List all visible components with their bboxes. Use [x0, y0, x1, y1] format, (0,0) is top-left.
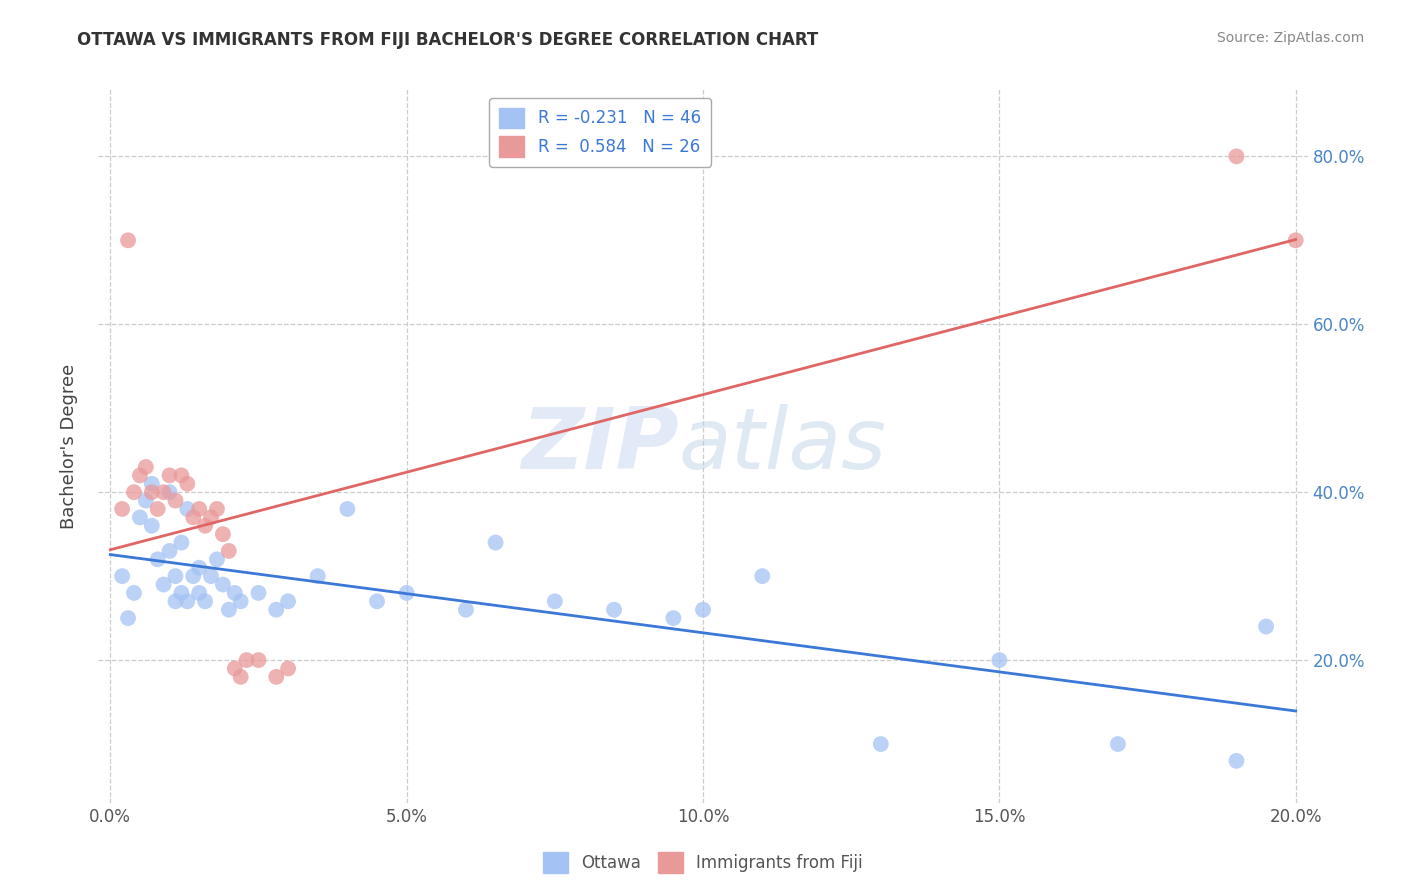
Point	[205, 502, 228, 516]
Legend: R = -0.231   N = 46, R =  0.584   N = 26: R = -0.231 N = 46, R = 0.584 N = 26	[489, 97, 711, 167]
Point	[122, 485, 145, 500]
Point	[1107, 737, 1129, 751]
Point	[176, 476, 198, 491]
Point	[662, 611, 685, 625]
Legend: Ottawa, Immigrants from Fiji: Ottawa, Immigrants from Fiji	[537, 846, 869, 880]
Point	[247, 653, 270, 667]
Point	[366, 594, 388, 608]
Point	[181, 569, 204, 583]
Point	[165, 569, 187, 583]
Point	[129, 468, 152, 483]
Point	[603, 603, 626, 617]
Point	[692, 603, 714, 617]
Point	[188, 560, 211, 574]
Point	[117, 611, 139, 625]
Point	[170, 468, 193, 483]
Point	[176, 502, 198, 516]
Point	[200, 510, 222, 524]
Point	[152, 485, 174, 500]
Point	[395, 586, 418, 600]
Point	[235, 653, 257, 667]
Point	[135, 493, 157, 508]
Point	[170, 586, 193, 600]
Point	[117, 233, 139, 247]
Point	[264, 670, 287, 684]
Point	[247, 586, 270, 600]
Point	[1225, 754, 1247, 768]
Point	[176, 594, 198, 608]
Point	[229, 670, 252, 684]
Point	[194, 594, 217, 608]
Point	[224, 661, 246, 675]
Point	[1225, 149, 1247, 163]
Point	[165, 594, 187, 608]
Text: Source: ZipAtlas.com: Source: ZipAtlas.com	[1216, 31, 1364, 45]
Point	[751, 569, 773, 583]
Point	[141, 476, 163, 491]
Text: ZIP: ZIP	[522, 404, 679, 488]
Point	[141, 485, 163, 500]
Point	[212, 527, 235, 541]
Point	[277, 594, 299, 608]
Point	[170, 535, 193, 549]
Point	[188, 502, 211, 516]
Point	[307, 569, 329, 583]
Text: OTTAWA VS IMMIGRANTS FROM FIJI BACHELOR'S DEGREE CORRELATION CHART: OTTAWA VS IMMIGRANTS FROM FIJI BACHELOR'…	[77, 31, 818, 49]
Point	[111, 502, 134, 516]
Point	[1285, 233, 1308, 247]
Point	[159, 468, 181, 483]
Point	[484, 535, 506, 549]
Point	[129, 510, 152, 524]
Point	[869, 737, 891, 751]
Point	[135, 460, 157, 475]
Point	[159, 485, 181, 500]
Point	[229, 594, 252, 608]
Point	[159, 544, 181, 558]
Point	[277, 661, 299, 675]
Point	[544, 594, 567, 608]
Point	[111, 569, 134, 583]
Point	[146, 552, 169, 566]
Point	[336, 502, 359, 516]
Point	[205, 552, 228, 566]
Point	[1254, 619, 1277, 633]
Point	[141, 518, 163, 533]
Point	[224, 586, 246, 600]
Point	[264, 603, 287, 617]
Text: atlas: atlas	[679, 404, 887, 488]
Point	[218, 544, 240, 558]
Point	[181, 510, 204, 524]
Point	[165, 493, 187, 508]
Point	[152, 577, 174, 591]
Y-axis label: Bachelor's Degree: Bachelor's Degree	[59, 363, 77, 529]
Point	[194, 518, 217, 533]
Point	[454, 603, 477, 617]
Point	[188, 586, 211, 600]
Point	[988, 653, 1011, 667]
Point	[122, 586, 145, 600]
Point	[146, 502, 169, 516]
Point	[218, 603, 240, 617]
Point	[212, 577, 235, 591]
Point	[200, 569, 222, 583]
